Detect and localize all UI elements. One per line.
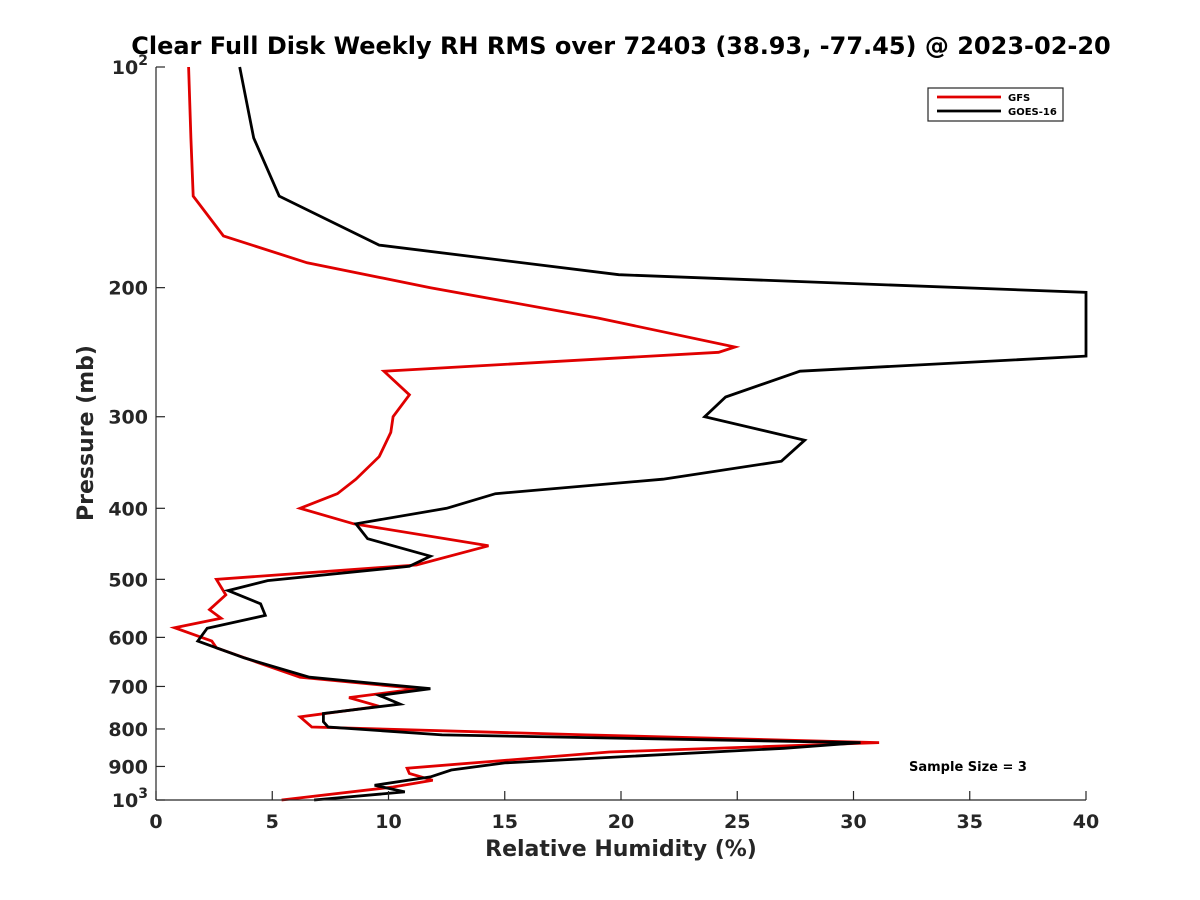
x-axis-label: Relative Humidity (%) [485, 837, 757, 862]
y-tick-label: 200 [108, 278, 148, 300]
series-layer [169, 66, 1088, 802]
legend: GFS GOES-16 [927, 87, 1064, 122]
legend-label-gfs: GFS [1008, 93, 1030, 104]
x-tick-label: 10 [375, 811, 401, 833]
chart-title: Clear Full Disk Weekly RH RMS over 72403… [131, 32, 1111, 60]
sample-size-annotation: Sample Size = 3 [909, 760, 1027, 775]
y-tick-label: 900 [108, 756, 148, 778]
x-tick-label: 35 [957, 811, 983, 833]
y-tick-label: 500 [108, 569, 148, 591]
x-tick-label: 30 [840, 811, 866, 833]
x-tick-label: 40 [1073, 811, 1099, 833]
y-tick-label: 300 [108, 407, 148, 429]
y-tick-label: 600 [108, 627, 148, 649]
x-tick-label: 5 [266, 811, 279, 833]
series-line-goes-16 [195, 66, 1088, 802]
plot-area [156, 67, 1086, 800]
x-tick-label: 15 [492, 811, 518, 833]
y-ticks: 102 200 300 400 500 600 700 800 900 103 [108, 53, 165, 812]
legend-box [927, 87, 1064, 122]
x-tick-label: 0 [149, 811, 162, 833]
x-tick-label: 25 [724, 811, 750, 833]
x-ticks: 0 5 10 15 20 25 30 35 40 [149, 791, 1099, 833]
y-tick-label: 700 [108, 676, 148, 698]
series-line-gfs [169, 66, 880, 802]
y-axis-label: Pressure (mb) [74, 345, 99, 521]
plot-background [156, 67, 1086, 800]
legend-label-goes-16: GOES-16 [1008, 107, 1057, 118]
y-tick-label: 800 [108, 719, 148, 741]
y-tick-label: 400 [108, 498, 148, 520]
y-tick-label: 103 [112, 786, 148, 812]
x-tick-label: 20 [608, 811, 634, 833]
y-tick-label: 102 [112, 53, 148, 79]
